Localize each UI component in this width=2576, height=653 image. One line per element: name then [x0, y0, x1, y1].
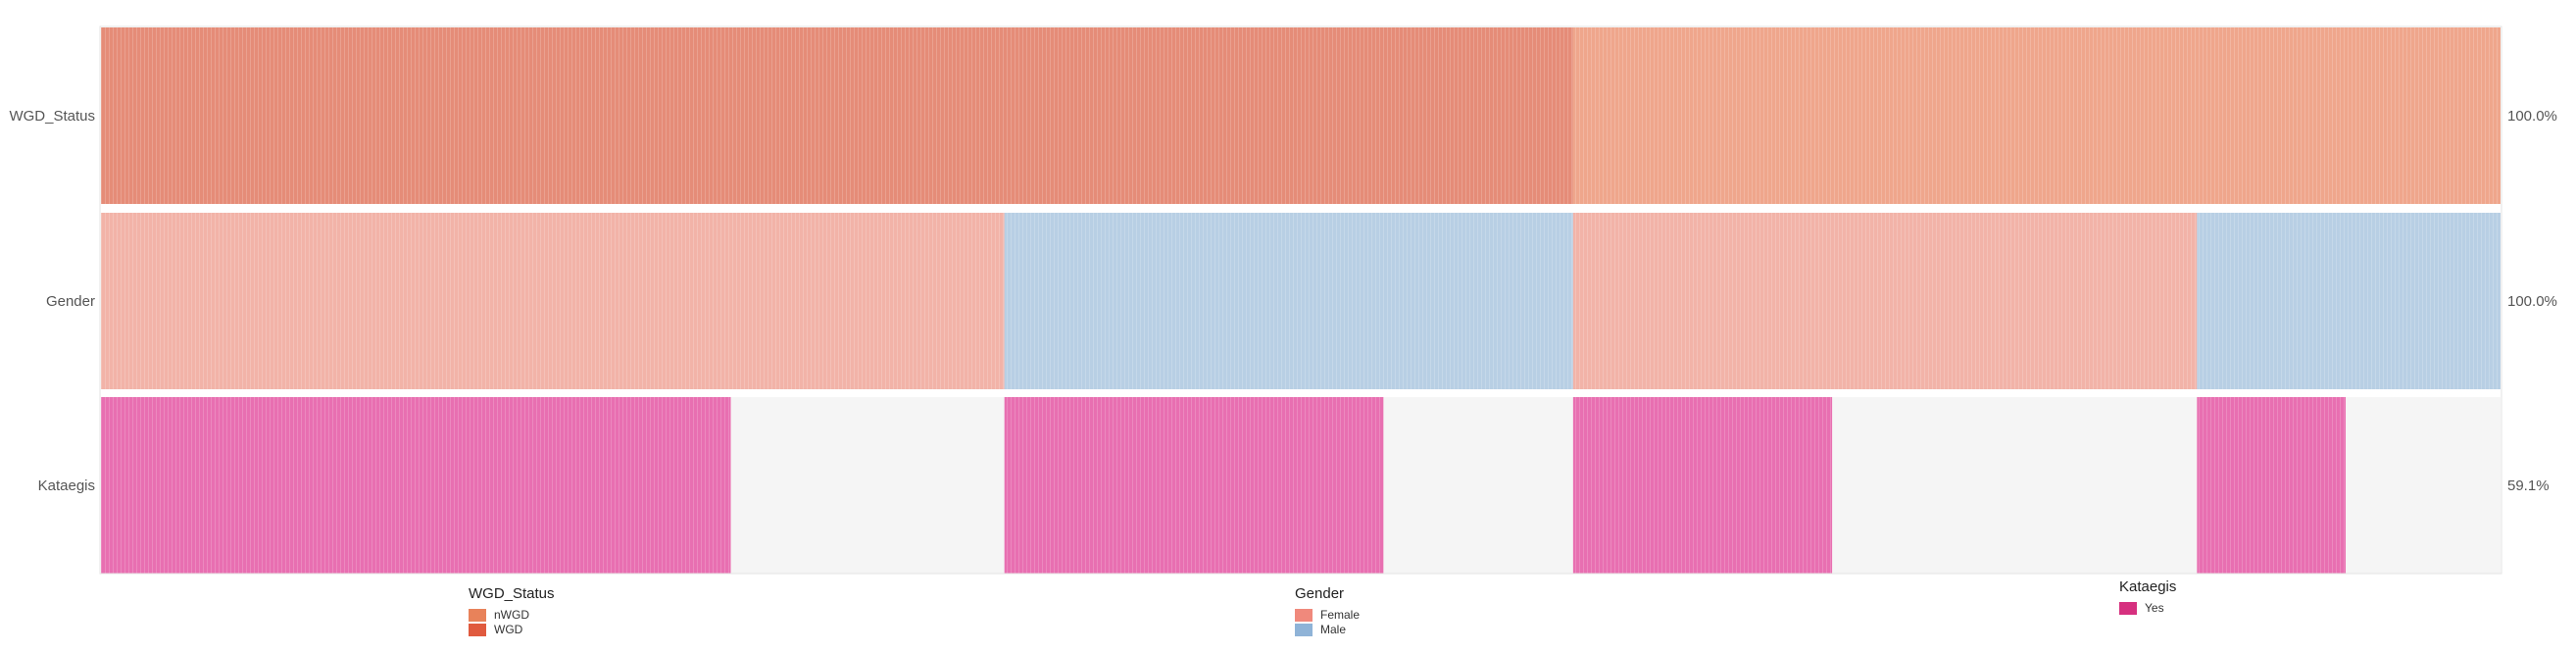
segment-kataegis-none: [2346, 397, 2501, 574]
segment-texture: [2197, 213, 2501, 389]
segment-texture: [101, 213, 1005, 389]
legend-swatch: [1295, 623, 1313, 636]
legend-item-yes: Yes: [2119, 601, 2176, 615]
legend-swatch: [2119, 601, 2137, 615]
segment-texture: [1572, 397, 1833, 574]
legend-label: Yes: [2145, 601, 2164, 615]
row-label-gender: Gender: [46, 293, 95, 310]
segment-texture: [1572, 213, 2198, 389]
legend-item-wgd: WGD: [469, 623, 555, 636]
legend-item-nwgd: nWGD: [469, 608, 555, 622]
plot-border: [99, 25, 2502, 575]
legend-label: WGD: [494, 623, 523, 636]
row-label-wgd-status: WGD_Status: [9, 108, 95, 125]
legend-title: WGD_Status: [469, 585, 555, 602]
legend-label: Male: [1320, 623, 1347, 636]
legend-swatch: [469, 608, 486, 622]
row-label-kataegis: Kataegis: [38, 477, 95, 494]
segment-texture: [1572, 27, 2501, 204]
row-percent-kataegis: 59.1%: [2507, 477, 2550, 494]
segment-kataegis-none: [1832, 397, 2198, 574]
legend-label: nWGD: [494, 608, 529, 622]
segment-kataegis-none: [730, 397, 1005, 574]
legend-item-male: Male: [1295, 623, 1360, 636]
legend-kataegis: Kataegis Yes: [2119, 578, 2176, 616]
legend-wgd-status: WGD_Status nWGD WGD: [469, 585, 555, 637]
legend-title: Gender: [1295, 585, 1345, 602]
legend-swatch: [1295, 608, 1313, 622]
segment-texture: [1004, 397, 1384, 574]
legend-gender: Gender Female Male: [1295, 585, 1360, 637]
segment-kataegis-none: [1383, 397, 1573, 574]
legend-swatch: [469, 623, 486, 636]
legend-title: Kataegis: [2119, 578, 2177, 595]
legend-item-female: Female: [1295, 608, 1360, 622]
row-percent-gender: 100.0%: [2507, 293, 2557, 310]
segment-texture: [101, 397, 731, 574]
segment-texture: [2197, 397, 2347, 574]
segment-texture: [1004, 213, 1573, 389]
legend-label: Female: [1320, 608, 1361, 622]
segment-texture: [101, 27, 1573, 204]
heatmap-rows: WGD_Status 100.0% Gender 100.0% Kataegis 59.1…: [9, 27, 2557, 574]
row-percent-wgd-status: 100.0%: [2507, 108, 2557, 125]
